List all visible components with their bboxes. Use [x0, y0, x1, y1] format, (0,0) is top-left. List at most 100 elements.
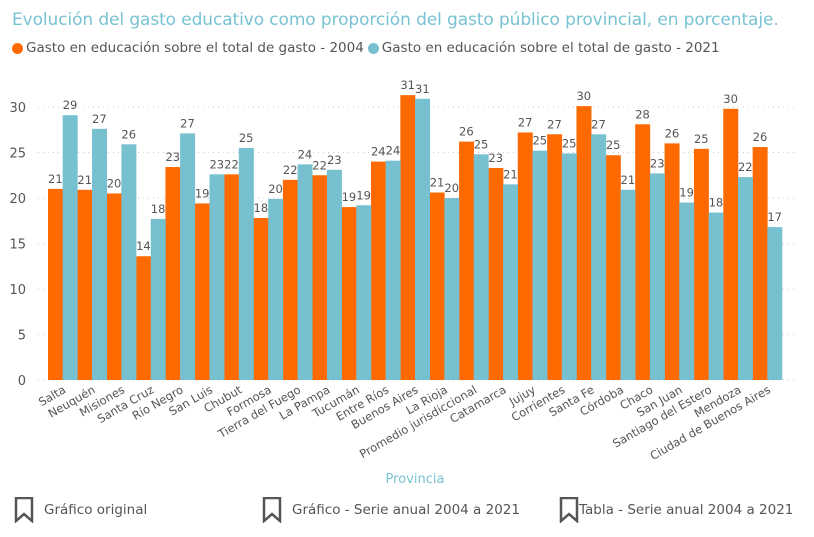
data-label: 18 [709, 196, 724, 210]
bar-2021[interactable] [415, 98, 430, 380]
data-label: 27 [547, 117, 562, 131]
bar-2021[interactable] [473, 154, 489, 380]
bar-2021[interactable] [620, 189, 636, 380]
bar-2021[interactable] [503, 184, 519, 380]
bar-2004[interactable] [165, 167, 181, 380]
link-label: Gráfico - Serie anual 2004 a 2021 [292, 502, 520, 518]
bar-2021[interactable] [121, 144, 137, 380]
bar-2021[interactable] [150, 218, 166, 380]
bar-2004[interactable] [370, 161, 386, 380]
bar-2021[interactable] [326, 169, 342, 380]
bar-2004[interactable] [752, 147, 768, 380]
bar-2021[interactable] [356, 205, 372, 380]
legend-label-2004: Gasto en educación sobre el total de gas… [26, 40, 364, 56]
data-label: 27 [591, 117, 606, 131]
bar-2021[interactable] [561, 153, 577, 380]
data-label: 17 [767, 210, 782, 224]
data-label: 19 [342, 190, 357, 204]
data-label: 21 [503, 167, 518, 181]
bar-2004[interactable] [194, 203, 210, 380]
data-label: 23 [209, 157, 224, 171]
bar-2021[interactable] [92, 128, 108, 380]
bar-2004[interactable] [224, 174, 240, 380]
data-label: 19 [195, 186, 210, 200]
data-label: 26 [753, 130, 768, 144]
bar-2021[interactable] [209, 174, 225, 380]
legend-item-2004[interactable]: Gasto en educación sobre el total de gas… [12, 40, 364, 56]
bar-2004[interactable] [517, 132, 533, 380]
data-label: 26 [459, 125, 474, 139]
data-label: 18 [254, 201, 269, 215]
link-label: Gráfico original [44, 502, 148, 518]
bar-2004[interactable] [488, 167, 504, 380]
bar-2004[interactable] [136, 256, 152, 380]
bar-2004[interactable] [253, 218, 269, 380]
data-label: 20 [444, 181, 459, 195]
bar-2021[interactable] [180, 133, 196, 380]
bookmark-icon [262, 497, 282, 523]
data-label: 22 [738, 160, 753, 174]
data-label: 26 [121, 127, 136, 141]
bar-2004[interactable] [693, 148, 709, 380]
bar-2004[interactable] [106, 193, 122, 380]
bar-2021[interactable] [297, 164, 313, 380]
y-tick-label: 15 [9, 238, 26, 253]
data-label: 24 [371, 145, 386, 159]
data-label: 23 [327, 153, 342, 167]
data-label: 22 [283, 163, 298, 177]
y-tick-label: 0 [18, 374, 26, 389]
y-tick-label: 25 [9, 147, 26, 162]
data-label: 21 [77, 173, 92, 187]
data-label: 23 [165, 150, 180, 164]
bar-2021[interactable] [532, 150, 548, 380]
bar-2004[interactable] [576, 106, 592, 380]
bookmark-icon [559, 497, 579, 523]
data-label: 21 [430, 176, 445, 190]
data-label: 22 [224, 157, 239, 171]
bar-2021[interactable] [708, 212, 724, 380]
data-label: 19 [356, 188, 371, 202]
bar-2004[interactable] [282, 179, 298, 380]
bar-2004[interactable] [723, 108, 739, 380]
legend-dot-2004-icon [12, 42, 23, 54]
data-label: 27 [518, 115, 533, 129]
bar-2021[interactable] [268, 198, 284, 380]
link-grafico-original[interactable]: Gráfico original [14, 497, 147, 523]
x-axis-title: Provincia [385, 472, 445, 487]
data-label: 14 [136, 239, 151, 253]
bar-2004[interactable] [77, 189, 93, 380]
chart-legend: Gasto en educación sobre el total de gas… [12, 40, 724, 56]
bar-2004[interactable] [341, 207, 357, 380]
bar-2021[interactable] [444, 198, 460, 380]
bar-2021[interactable] [737, 177, 753, 380]
bookmark-icon [14, 497, 34, 523]
bar-2004[interactable] [547, 134, 563, 380]
bar-2021[interactable] [385, 160, 401, 380]
bar-2021[interactable] [591, 134, 607, 380]
bar-2021[interactable] [679, 202, 695, 380]
bar-2004[interactable] [48, 188, 63, 380]
bar-2021[interactable] [649, 173, 665, 380]
bar-2004[interactable] [400, 95, 416, 381]
link-grafico-serie-anual[interactable]: Gráfico - Serie anual 2004 a 2021 [262, 497, 520, 523]
data-label: 23 [650, 156, 665, 170]
y-tick-label: 10 [9, 283, 26, 298]
bar-2021[interactable] [62, 115, 78, 380]
bar-2004[interactable] [605, 155, 621, 380]
bar-2021[interactable] [238, 147, 254, 380]
data-label: 20 [268, 182, 283, 196]
bar-2004[interactable] [459, 141, 475, 380]
data-label: 30 [576, 89, 591, 103]
data-label: 31 [400, 78, 415, 92]
link-tabla-serie-anual[interactable]: Tabla - Serie anual 2004 a 2021 [559, 497, 793, 523]
bar-2004[interactable] [635, 124, 651, 380]
bar-2004[interactable] [664, 143, 680, 380]
bar-2004[interactable] [312, 175, 328, 380]
data-label: 24 [298, 147, 313, 161]
legend-item-2021[interactable]: Gasto en educación sobre el total de gas… [367, 40, 720, 56]
bar-2021[interactable] [767, 227, 783, 380]
bar-2004[interactable] [429, 192, 445, 380]
link-label: Tabla - Serie anual 2004 a 2021 [579, 502, 794, 518]
data-label: 26 [665, 126, 680, 140]
